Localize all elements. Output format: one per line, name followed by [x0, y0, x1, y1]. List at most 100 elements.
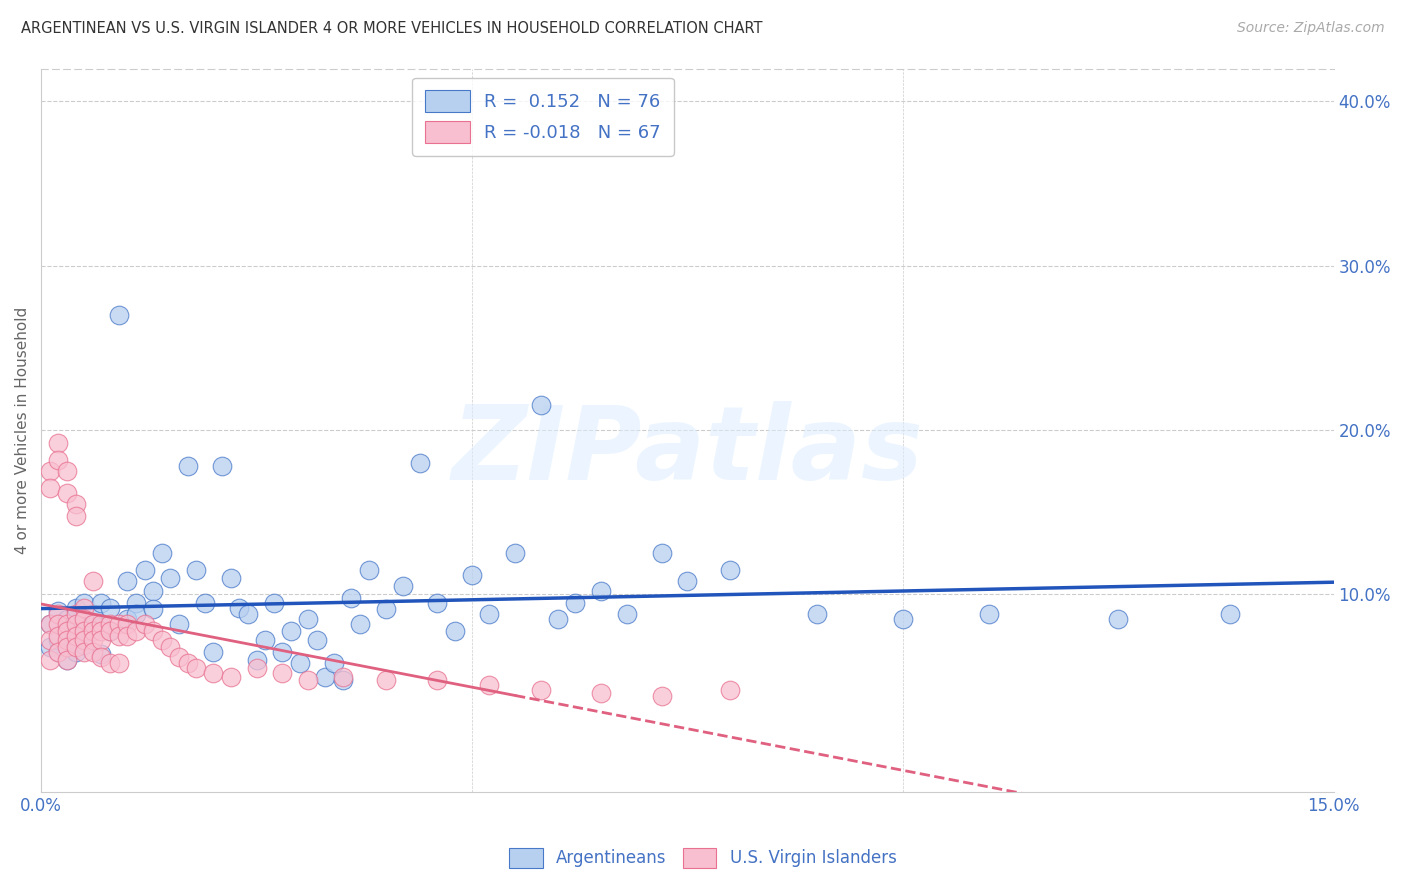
- Point: [271, 666, 294, 681]
- Point: [651, 690, 673, 704]
- Point: [38, 617, 60, 632]
- Point: [65, 645, 87, 659]
- Point: [90, 649, 112, 664]
- Point: [82, 624, 104, 638]
- Point: [263, 596, 285, 610]
- Point: [176, 657, 198, 671]
- Point: [65, 497, 87, 511]
- Point: [392, 579, 415, 593]
- Point: [236, 607, 259, 622]
- Point: [125, 607, 148, 622]
- Point: [73, 645, 96, 659]
- Point: [323, 657, 346, 671]
- Point: [73, 624, 96, 638]
- Point: [186, 563, 208, 577]
- Point: [107, 617, 129, 632]
- Point: [1107, 612, 1129, 626]
- Point: [676, 574, 699, 589]
- Point: [245, 661, 267, 675]
- Point: [46, 633, 69, 648]
- Point: [426, 596, 449, 610]
- Point: [107, 308, 129, 322]
- Point: [409, 456, 432, 470]
- Point: [38, 633, 60, 648]
- Point: [271, 645, 294, 659]
- Point: [46, 452, 69, 467]
- Point: [211, 459, 233, 474]
- Point: [38, 617, 60, 632]
- Text: ARGENTINEAN VS U.S. VIRGIN ISLANDER 4 OR MORE VEHICLES IN HOUSEHOLD CORRELATION : ARGENTINEAN VS U.S. VIRGIN ISLANDER 4 OR…: [21, 21, 762, 36]
- Point: [125, 596, 148, 610]
- Point: [117, 612, 139, 626]
- Point: [56, 653, 79, 667]
- Point: [73, 596, 96, 610]
- Point: [374, 602, 396, 616]
- Legend: Argentineans, U.S. Virgin Islanders: Argentineans, U.S. Virgin Islanders: [503, 841, 903, 875]
- Point: [90, 596, 112, 610]
- Text: ZIPatlas: ZIPatlas: [451, 401, 924, 502]
- Point: [134, 617, 156, 632]
- Legend: R =  0.152   N = 76, R = -0.018   N = 67: R = 0.152 N = 76, R = -0.018 N = 67: [412, 78, 673, 156]
- Point: [530, 399, 553, 413]
- Point: [977, 607, 1000, 622]
- Point: [56, 640, 79, 654]
- Point: [159, 640, 181, 654]
- Point: [56, 612, 79, 626]
- Point: [142, 584, 165, 599]
- Point: [98, 657, 121, 671]
- Point: [46, 617, 69, 632]
- Point: [98, 624, 121, 638]
- Point: [202, 666, 225, 681]
- Point: [90, 617, 112, 632]
- Point: [150, 546, 173, 560]
- Point: [159, 571, 181, 585]
- Point: [314, 670, 336, 684]
- Point: [503, 546, 526, 560]
- Point: [56, 624, 79, 638]
- Point: [65, 627, 87, 641]
- Point: [98, 600, 121, 615]
- Point: [117, 629, 139, 643]
- Point: [478, 607, 501, 622]
- Point: [125, 624, 148, 638]
- Point: [332, 670, 354, 684]
- Point: [65, 629, 87, 643]
- Point: [56, 653, 79, 667]
- Point: [219, 571, 242, 585]
- Text: Source: ZipAtlas.com: Source: ZipAtlas.com: [1237, 21, 1385, 35]
- Point: [288, 657, 311, 671]
- Point: [228, 600, 250, 615]
- Point: [46, 436, 69, 450]
- Point: [82, 645, 104, 659]
- Point: [73, 600, 96, 615]
- Point: [297, 612, 319, 626]
- Point: [56, 633, 79, 648]
- Point: [73, 615, 96, 630]
- Point: [167, 617, 190, 632]
- Point: [46, 607, 69, 622]
- Point: [46, 629, 69, 643]
- Point: [38, 640, 60, 654]
- Point: [357, 563, 380, 577]
- Point: [82, 633, 104, 648]
- Point: [720, 682, 742, 697]
- Point: [38, 481, 60, 495]
- Point: [90, 620, 112, 634]
- Point: [90, 624, 112, 638]
- Point: [591, 686, 613, 700]
- Point: [720, 563, 742, 577]
- Point: [82, 574, 104, 589]
- Point: [616, 607, 638, 622]
- Point: [56, 485, 79, 500]
- Point: [38, 653, 60, 667]
- Point: [38, 464, 60, 478]
- Y-axis label: 4 or more Vehicles in Household: 4 or more Vehicles in Household: [15, 307, 30, 554]
- Point: [426, 673, 449, 687]
- Point: [202, 645, 225, 659]
- Point: [98, 624, 121, 638]
- Point: [73, 633, 96, 648]
- Point: [478, 678, 501, 692]
- Point: [56, 464, 79, 478]
- Point: [332, 673, 354, 687]
- Point: [90, 633, 112, 648]
